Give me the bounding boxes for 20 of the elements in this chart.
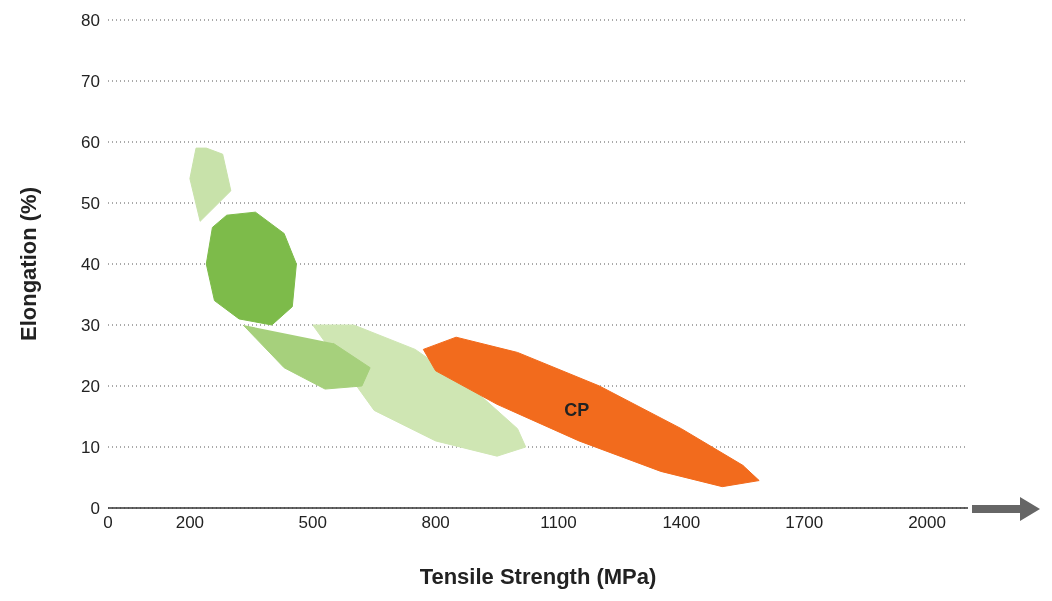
y-axis-title: Elongation (%)	[15, 187, 41, 341]
y-tick-label: 40	[81, 255, 100, 275]
y-tick-label: 60	[81, 133, 100, 153]
x-tick-label: 1100	[540, 513, 577, 533]
x-tick-label: 200	[175, 513, 205, 533]
y-tick-label: 50	[81, 194, 100, 214]
x-tick-label: 2000	[908, 513, 946, 533]
y-tick-label: 0	[90, 499, 100, 519]
y-tick-label: 70	[81, 72, 100, 92]
y-tick-label: 20	[81, 377, 100, 397]
x-tick-label: 1700	[785, 513, 824, 533]
x-tick-label: 500	[298, 513, 327, 533]
y-tick-label: 30	[81, 316, 100, 336]
x-tick-label: 800	[421, 513, 450, 533]
series-label: CP	[564, 399, 590, 420]
x-tick-label: 0	[103, 513, 113, 533]
y-tick-label: 80	[81, 11, 100, 31]
x-tick-label: 1400	[662, 513, 701, 533]
y-tick-label: 10	[81, 438, 100, 458]
x-axis-title: Tensile Strength (MPa)	[419, 564, 657, 589]
